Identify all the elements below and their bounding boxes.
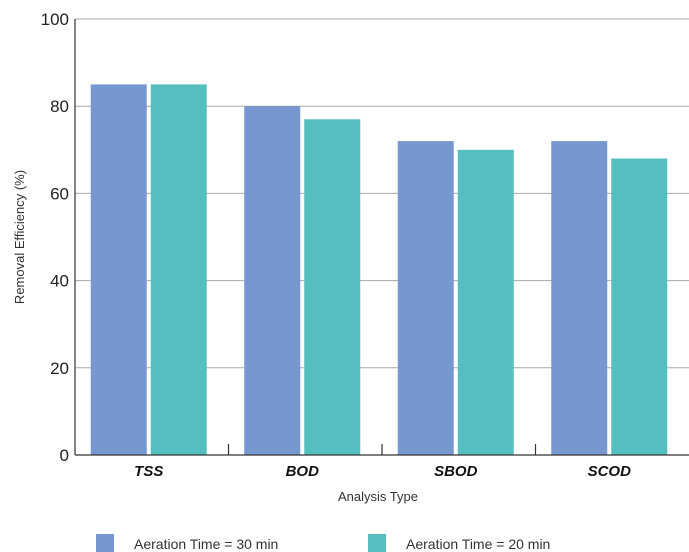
y-tick-label: 20 [50,359,69,378]
y-axis-title: Removal Efficiency (%) [12,170,27,304]
bar [90,84,147,456]
bar [150,84,207,456]
legend-swatch [368,534,386,552]
legend-swatch [96,534,114,552]
legend-label: Aeration Time = 30 min [134,536,278,552]
x-tick-label: SBOD [434,463,478,480]
x-tick-label: SCOD [588,463,632,480]
y-tick-label: 100 [41,10,69,29]
y-tick-label: 60 [50,184,69,203]
bar [551,141,608,455]
bar [611,158,668,455]
y-tick-label: 40 [50,272,69,291]
bar [397,141,454,455]
bar [457,149,514,456]
x-axis-title: Analysis Type [338,489,418,504]
y-tick-label: 80 [50,97,69,116]
x-tick-labels: TSS BOD SBOD SCOD [134,444,631,480]
legend: Aeration Time = 30 min Aeration Time = 20… [96,534,550,552]
bars [90,84,668,456]
legend-label: Aeration Time = 20 min [406,536,550,552]
y-tick-labels: 0 20 40 60 80 100 [41,10,69,465]
x-tick-label: BOD [286,463,320,480]
x-tick-label: TSS [134,463,163,480]
y-tick-label: 0 [60,446,69,465]
bar [304,119,361,455]
bar [244,106,301,455]
